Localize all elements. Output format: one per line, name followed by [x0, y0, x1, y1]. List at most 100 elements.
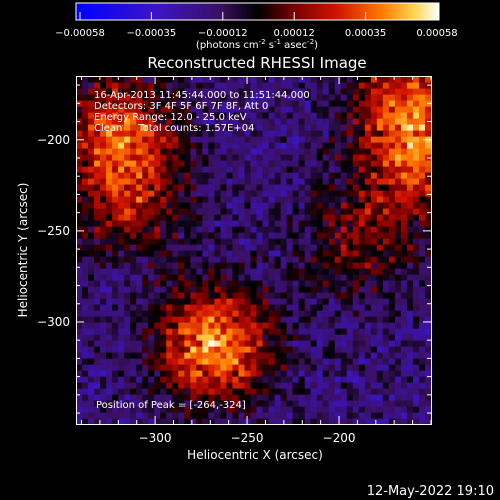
heatmap-cell: [370, 298, 378, 305]
heatmap-cell: [142, 262, 149, 269]
heatmap-cell: [412, 184, 420, 191]
heatmap-cell: [232, 298, 240, 305]
heatmap-cell: [196, 190, 203, 197]
heatmap-cell: [124, 160, 131, 167]
heatmap-cell: [166, 178, 173, 185]
heatmap-cell: [388, 208, 396, 215]
heatmap-cell: [82, 166, 89, 173]
heatmap-cell: [178, 328, 185, 335]
axes: −300 −250 −200−200−250−300: [37, 76, 432, 445]
heatmap-cell: [292, 286, 300, 293]
heatmap-cell: [94, 136, 101, 143]
heatmap-cell: [292, 220, 300, 227]
heatmap-cell: [322, 328, 330, 335]
heatmap-cell: [82, 124, 89, 131]
heatmap-cell: [352, 262, 360, 269]
heatmap-cell: [274, 262, 282, 269]
heatmap-cell: [376, 346, 384, 353]
heatmap-cell: [364, 118, 372, 125]
heatmap-cell: [424, 166, 431, 173]
heatmap-cell: [406, 322, 414, 329]
heatmap-cell: [124, 124, 131, 131]
heatmap-cell: [136, 76, 143, 83]
heatmap-cell: [406, 310, 414, 317]
heatmap-cell: [202, 202, 209, 209]
heatmap-cell: [232, 364, 240, 371]
heatmap-cell: [298, 118, 306, 125]
heatmap-cell: [334, 94, 342, 101]
heatmap-cell: [166, 172, 173, 179]
heatmap-cell: [160, 238, 167, 245]
heatmap-cell: [370, 352, 378, 359]
heatmap-cell: [346, 190, 354, 197]
heatmap-cell: [268, 160, 276, 167]
heatmap-cell: [148, 280, 155, 287]
heatmap-cell: [274, 124, 282, 131]
heatmap-cell: [424, 202, 431, 209]
heatmap-cell: [256, 262, 264, 269]
heatmap-cell: [148, 400, 155, 407]
heatmap-cell: [418, 388, 426, 395]
heatmap-cell: [310, 130, 318, 137]
heatmap-cell: [94, 142, 101, 149]
heatmap: [76, 76, 431, 424]
heatmap-cell: [256, 184, 264, 191]
heatmap-cell: [346, 220, 354, 227]
heatmap-cell: [250, 196, 258, 203]
heatmap-cell: [208, 154, 215, 161]
heatmap-cell: [160, 358, 167, 365]
heatmap-cell: [292, 154, 300, 161]
heatmap-cell: [394, 154, 402, 161]
heatmap-cell: [124, 346, 131, 353]
heatmap-cell: [346, 418, 354, 424]
heatmap-cell: [418, 298, 426, 305]
heatmap-cell: [178, 172, 185, 179]
heatmap-cell: [328, 274, 336, 281]
heatmap-cell: [88, 364, 95, 371]
heatmap-cell: [358, 382, 366, 389]
heatmap-cell: [220, 94, 228, 101]
heatmap-cell: [406, 118, 414, 125]
heatmap-cell: [184, 178, 191, 185]
heatmap-cell: [322, 220, 330, 227]
heatmap-cell: [310, 256, 318, 263]
heatmap-cell: [388, 88, 396, 95]
heatmap-cell: [178, 304, 185, 311]
y-axis-label: Heliocentric Y (arcsec): [16, 183, 30, 318]
heatmap-cell: [136, 208, 143, 215]
heatmap-cell: [370, 142, 378, 149]
heatmap-cell: [112, 190, 119, 197]
heatmap-cell: [268, 136, 276, 143]
heatmap-cell: [370, 190, 378, 197]
heatmap-cell: [388, 244, 396, 251]
heatmap-cell: [130, 376, 137, 383]
heatmap-cell: [94, 172, 101, 179]
heatmap-cell: [196, 118, 203, 125]
heatmap-cell: [370, 400, 378, 407]
heatmap-cell: [88, 220, 95, 227]
heatmap-cell: [406, 412, 414, 419]
heatmap-cell: [424, 292, 431, 299]
heatmap-cell: [400, 208, 408, 215]
heatmap-cell: [124, 268, 131, 275]
heatmap-cell: [268, 412, 276, 419]
heatmap-cell: [346, 148, 354, 155]
heatmap-cell: [376, 376, 384, 383]
heatmap-cell: [256, 112, 264, 119]
heatmap-cell: [124, 88, 131, 95]
heatmap-cell: [226, 346, 234, 353]
heatmap-cell: [376, 400, 384, 407]
heatmap-cell: [214, 394, 221, 401]
heatmap-cell: [406, 100, 414, 107]
heatmap-cell: [382, 376, 390, 383]
heatmap-cell: [394, 394, 402, 401]
heatmap-cell: [358, 112, 366, 119]
heatmap-cell: [232, 232, 240, 239]
heatmap-cell: [334, 394, 342, 401]
heatmap-cell: [358, 304, 366, 311]
heatmap-cell: [364, 334, 372, 341]
heatmap-cell: [172, 166, 179, 173]
heatmap-cell: [172, 196, 179, 203]
heatmap-cell: [346, 244, 354, 251]
heatmap-cell: [292, 232, 300, 239]
